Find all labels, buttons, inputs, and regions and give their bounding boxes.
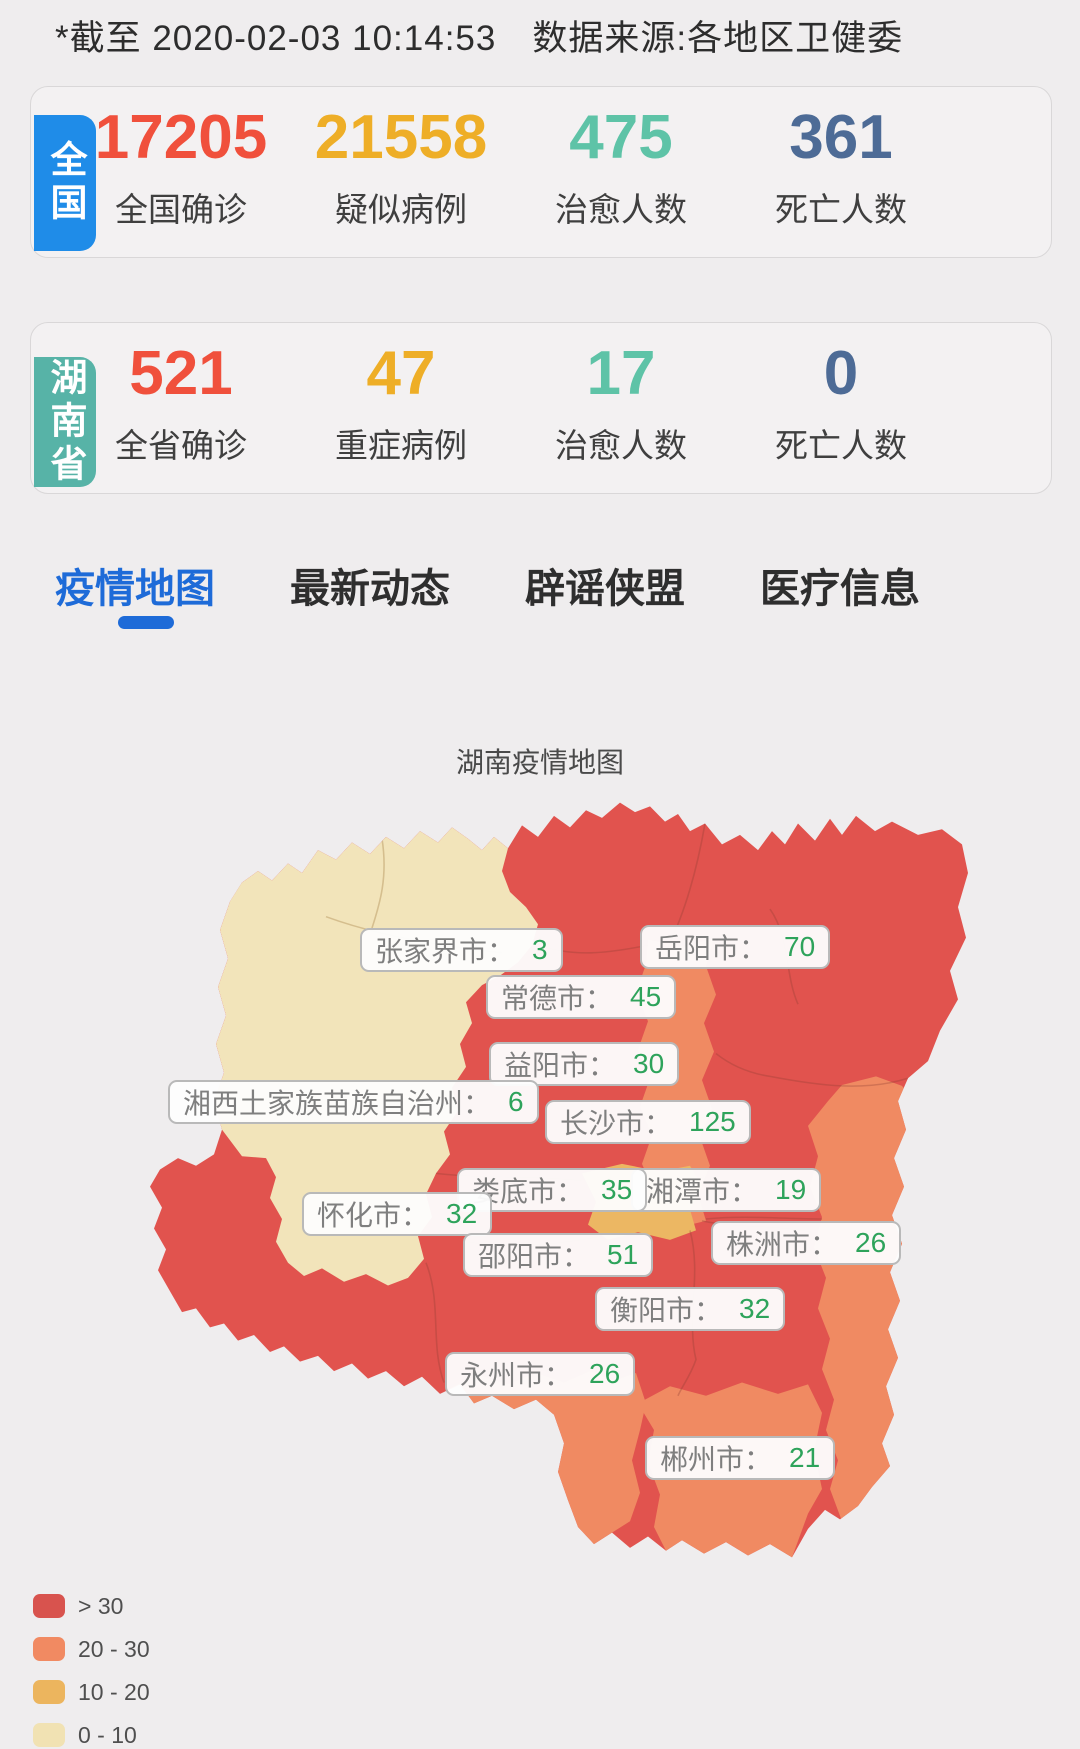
stat-label: 重症病例	[335, 427, 467, 464]
map-label-怀化市: 怀化市： 32	[302, 1192, 493, 1236]
update-timestamp-text: *截至 2020-02-03 10:14:53 数据来源:各地区卫健委	[55, 19, 904, 58]
city-name: 郴州市：	[660, 1444, 773, 1475]
stat-label: 治愈人数	[555, 427, 687, 464]
province-stats-card: 湖南省 521 全省确诊 47 重症病例 17 治愈人数 0 死亡人数	[30, 322, 1052, 494]
stat-全国确诊: 17205 全国确诊	[71, 107, 291, 231]
stat-label: 治愈人数	[555, 191, 687, 228]
map-label-益阳市: 益阳市： 30	[489, 1042, 680, 1086]
stat-value: 17205	[94, 103, 268, 172]
map-label-张家界市: 张家界市： 3	[360, 928, 563, 972]
region-zhuzhou	[808, 1076, 920, 1527]
city-name: 益阳市：	[504, 1050, 617, 1081]
legend-swatch	[33, 1637, 65, 1661]
city-name: 永州市：	[460, 1360, 573, 1391]
national-stats-row: 17205 全国确诊 21558 疑似病例 475 治愈人数 361 死亡人数	[71, 107, 951, 231]
city-name: 长沙市：	[560, 1108, 673, 1139]
map-label-常德市: 常德市： 45	[486, 975, 677, 1019]
stat-治愈人数: 475 治愈人数	[511, 107, 731, 231]
city-case-count: 19	[775, 1174, 807, 1205]
tab-最新动态[interactable]: 最新动态	[290, 567, 450, 611]
legend-label: > 30	[78, 1592, 124, 1619]
tab-医疗信息[interactable]: 医疗信息	[760, 567, 920, 611]
stat-死亡人数: 0 死亡人数	[731, 343, 951, 467]
city-name: 株洲市：	[726, 1229, 839, 1260]
legend-label: 0 - 10	[78, 1721, 137, 1748]
city-case-count: 26	[589, 1358, 621, 1389]
city-name: 邵阳市：	[478, 1241, 591, 1272]
city-name: 张家界市：	[375, 936, 516, 967]
city-name: 常德市：	[501, 983, 614, 1014]
map-label-永州市: 永州市： 26	[445, 1352, 636, 1396]
stat-label: 全省确诊	[115, 427, 247, 464]
national-tab-badge: 全国	[34, 115, 96, 251]
city-case-count: 30	[633, 1048, 665, 1079]
map-label-郴州市: 郴州市： 21	[645, 1436, 836, 1480]
city-case-count: 51	[607, 1239, 639, 1270]
stat-value: 47	[366, 339, 436, 408]
stat-value: 521	[129, 339, 233, 408]
city-name: 湘潭市：	[646, 1176, 759, 1207]
tab-辟谣侠盟[interactable]: 辟谣侠盟	[525, 567, 685, 611]
stat-重症病例: 47 重症病例	[291, 343, 511, 467]
map-label-邵阳市: 邵阳市： 51	[463, 1233, 654, 1277]
legend-swatch	[33, 1594, 65, 1618]
legend-row-20-30: 20 - 30	[33, 1635, 150, 1662]
city-case-count: 3	[532, 934, 548, 965]
stat-全省确诊: 521 全省确诊	[71, 343, 291, 467]
map-legend: > 30 20 - 30 10 - 20 0 - 10	[33, 1592, 150, 1749]
city-case-count: 6	[508, 1086, 524, 1117]
city-name: 衡阳市：	[610, 1295, 723, 1326]
section-tabbar: 疫情地图 最新动态 辟谣侠盟 医疗信息	[55, 556, 920, 614]
city-name: 怀化市：	[317, 1200, 430, 1231]
city-case-count: 32	[739, 1293, 771, 1324]
map-label-衡阳市: 衡阳市： 32	[595, 1287, 786, 1331]
city-case-count: 26	[855, 1227, 887, 1258]
stat-治愈人数: 17 治愈人数	[511, 343, 731, 467]
stat-label: 全国确诊	[115, 191, 247, 228]
city-case-count: 21	[789, 1442, 821, 1473]
map-label-湘潭市: 湘潭市： 19	[631, 1168, 822, 1212]
stat-label: 疑似病例	[335, 191, 467, 228]
legend-row-0-10: 0 - 10	[33, 1721, 150, 1748]
city-case-count: 35	[601, 1174, 633, 1205]
legend-row-10-20: 10 - 20	[33, 1678, 150, 1705]
stat-疑似病例: 21558 疑似病例	[291, 107, 511, 231]
stat-value: 17	[586, 339, 656, 408]
map-label-长沙市: 长沙市： 125	[545, 1100, 751, 1144]
city-case-count: 125	[689, 1106, 736, 1137]
active-tab-underline	[118, 616, 174, 629]
stat-死亡人数: 361 死亡人数	[731, 107, 951, 231]
legend-label: 20 - 30	[78, 1635, 150, 1662]
city-case-count: 32	[446, 1198, 478, 1229]
region-yongzhou	[448, 1371, 646, 1545]
stat-label: 死亡人数	[775, 191, 907, 228]
city-case-count: 70	[784, 931, 816, 962]
stat-value: 475	[569, 103, 673, 172]
map-title: 湖南疫情地图	[455, 747, 624, 778]
national-stats-card: 全国 17205 全国确诊 21558 疑似病例 475 治愈人数 361 死亡人数	[30, 86, 1052, 258]
legend-row->30: > 30	[33, 1592, 150, 1619]
stat-label: 死亡人数	[775, 427, 907, 464]
legend-swatch	[33, 1723, 65, 1747]
city-name: 湘西土家族苗族自治州：	[183, 1088, 492, 1119]
stat-value: 361	[789, 103, 893, 172]
stat-value: 21558	[314, 103, 488, 172]
map-label-湘西土家族苗族自治州: 湘西土家族苗族自治州： 6	[168, 1080, 539, 1124]
province-tab-badge: 湖南省	[34, 357, 96, 487]
update-timestamp: *截至 2020-02-03 10:14:53 数据来源:各地区卫健委	[55, 10, 903, 61]
legend-label: 10 - 20	[78, 1678, 150, 1705]
map-label-岳阳市: 岳阳市： 70	[640, 925, 831, 969]
city-name: 岳阳市：	[655, 933, 768, 964]
province-stats-row: 521 全省确诊 47 重症病例 17 治愈人数 0 死亡人数	[71, 343, 951, 467]
map-label-株洲市: 株洲市： 26	[711, 1221, 902, 1265]
legend-swatch	[33, 1680, 65, 1704]
city-case-count: 45	[630, 981, 662, 1012]
tab-疫情地图[interactable]: 疫情地图	[55, 567, 215, 611]
stat-value: 0	[823, 339, 859, 408]
